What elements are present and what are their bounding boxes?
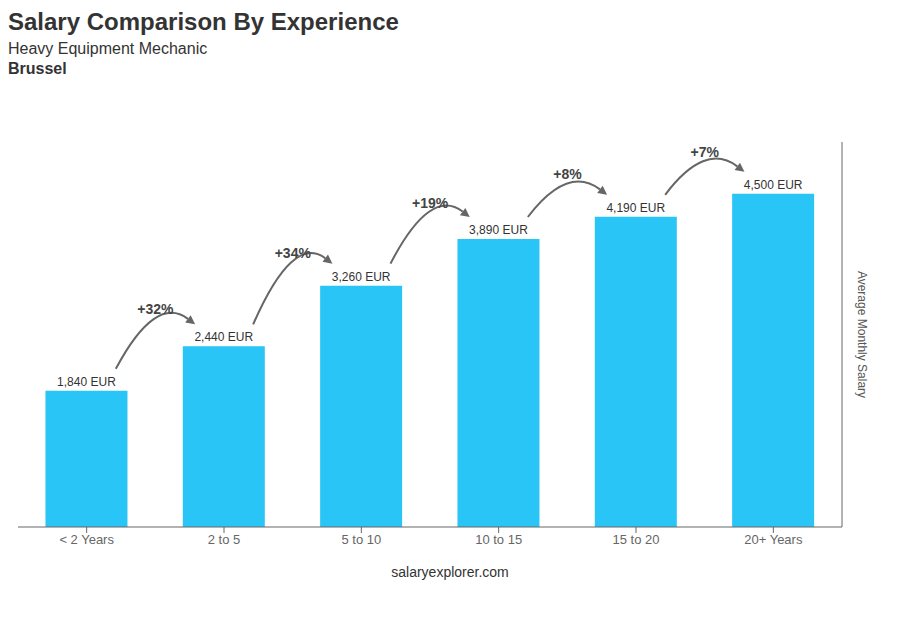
svg-text:+34%: +34% [275,245,312,261]
svg-text:4,190 EUR: 4,190 EUR [606,201,665,215]
svg-text:2,440 EUR: 2,440 EUR [194,330,253,344]
html-text:Heavy Equipment Mechanic: Heavy Equipment Mechanic [8,40,208,57]
svg-text:10 to 15: 10 to 15 [475,532,522,547]
html-text:Brussel: Brussel [8,60,67,77]
svg-text:20+ Years: 20+ Years [744,532,803,547]
svg-text:1,840 EUR: 1,840 EUR [57,375,116,389]
svg-text:3,890 EUR: 3,890 EUR [469,223,528,237]
svg-text:4,500 EUR: 4,500 EUR [744,178,803,192]
svg-text:+32%: +32% [137,301,174,317]
svg-text:+8%: +8% [553,166,582,182]
svg-text:2 to 5: 2 to 5 [208,532,241,547]
svg-text:+19%: +19% [412,195,449,211]
html-text:Salary Comparison By Experienc: Salary Comparison By Experience [8,8,399,35]
svg-text:< 2 Years: < 2 Years [59,532,114,547]
svg-text:5 to 10: 5 to 10 [341,532,381,547]
svg-text:3,260 EUR: 3,260 EUR [332,270,391,284]
svg-text:Average Monthly Salary: Average Monthly Salary [855,271,869,398]
svg-text:+7%: +7% [691,144,720,160]
html-text:salaryexplorer.com: salaryexplorer.com [391,564,509,580]
svg-text:15 to 20: 15 to 20 [613,532,660,547]
